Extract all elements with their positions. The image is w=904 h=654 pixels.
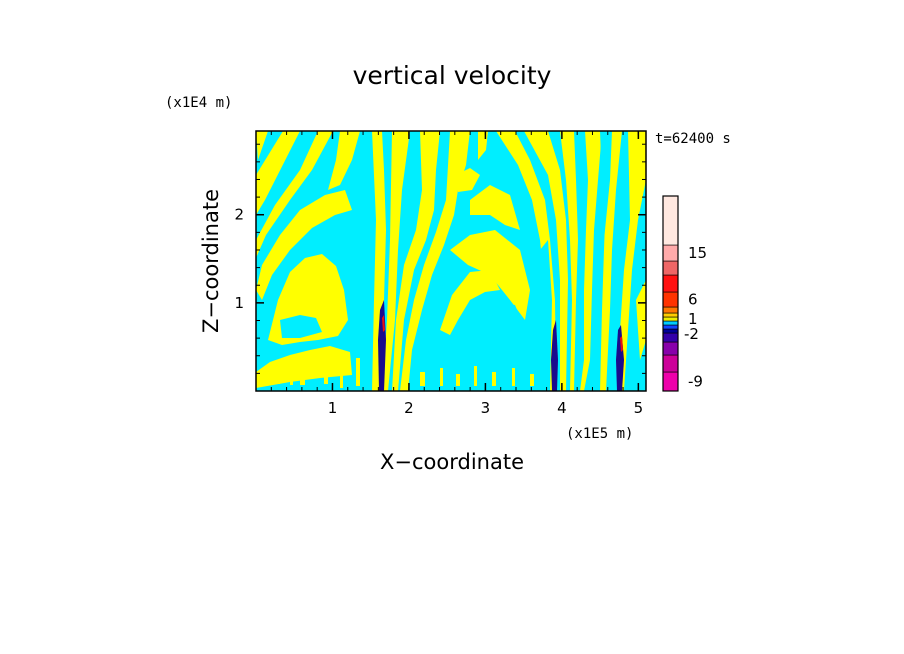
y-axis-title: Z−coordinate	[199, 189, 223, 333]
colorbar-level	[662, 312, 679, 318]
x-axis-title: X−coordinate	[380, 450, 524, 474]
y-tick-label: 2	[234, 206, 244, 224]
colorbar-level	[662, 332, 679, 343]
colorbar-level	[662, 320, 679, 326]
colorbar-frame	[662, 195, 679, 392]
colorbar-label: -9	[688, 373, 703, 391]
x-tick-label: 3	[481, 399, 491, 417]
colorbar-level	[662, 328, 679, 334]
strong-plumes	[378, 300, 624, 391]
x-tick-label: 4	[557, 399, 567, 417]
colorbar-level	[662, 244, 679, 262]
y-scale-label: (x1E4 m)	[165, 95, 232, 111]
x-scale-label: (x1E5 m)	[566, 426, 633, 442]
colorbar-level	[662, 274, 679, 293]
colorbar-level	[662, 354, 679, 373]
colorbar-level	[662, 291, 679, 308]
velocity-field	[256, 131, 646, 391]
colorbar-level	[662, 324, 679, 330]
surface-speckles	[262, 358, 534, 388]
x-tick-label: 1	[328, 399, 338, 417]
colorbar: -9 16 15 -2	[662, 195, 707, 392]
colorbar-level	[662, 195, 679, 246]
plot-frame	[255, 130, 647, 392]
x-tick-label: 5	[634, 399, 644, 417]
colorbar-label: 6	[688, 291, 698, 309]
colorbar-label: -2	[684, 325, 699, 343]
axes: 1 2 3 4 5 1 2	[234, 131, 646, 417]
colorbar-label: 1	[688, 310, 698, 328]
x-tick-label: 2	[404, 399, 414, 417]
colorbar-level	[662, 341, 679, 356]
y-tick-label: 1	[234, 294, 244, 312]
colorbar-level	[662, 316, 679, 322]
colorbar-level	[662, 371, 679, 392]
plume-center-right	[551, 320, 558, 391]
plume-left-core	[382, 315, 385, 332]
time-label: t=62400 s	[655, 131, 731, 147]
chart-title: vertical velocity	[353, 61, 552, 90]
colorbar-level	[662, 260, 679, 276]
colorbar-label: 15	[688, 244, 707, 262]
plume-right-core	[620, 336, 623, 352]
colorbar-level	[662, 306, 679, 314]
